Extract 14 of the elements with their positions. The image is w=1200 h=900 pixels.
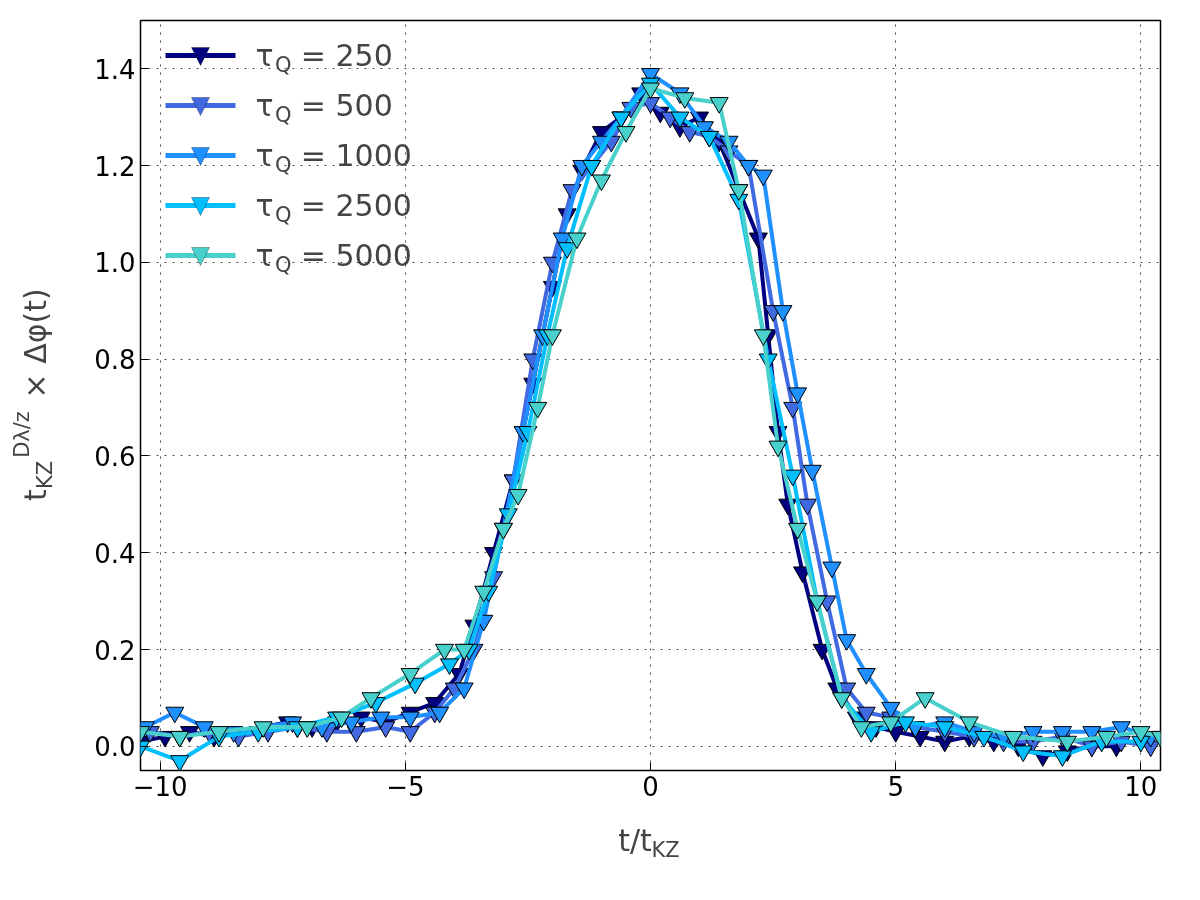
y-tick-label: 0.6	[94, 441, 136, 472]
x-tick-label: 0	[642, 771, 659, 802]
y-tick-label: 0.8	[94, 345, 136, 376]
x-tick-label: 5	[887, 771, 904, 802]
y-tick-label: 1.2	[94, 151, 136, 182]
x-tick-label: −5	[386, 771, 425, 802]
x-tick-label: 10	[1124, 771, 1158, 802]
y-tick-label: 1.0	[94, 248, 136, 279]
x-tick-label: −10	[132, 771, 188, 802]
y-axis-title: tKZDλ/z × Δφ(t)	[10, 288, 57, 501]
y-tick-label: 0.0	[94, 732, 136, 763]
y-tick-label: 1.4	[94, 54, 136, 85]
y-tick-label: 0.4	[94, 538, 136, 569]
y-tick-label: 0.2	[94, 635, 136, 666]
